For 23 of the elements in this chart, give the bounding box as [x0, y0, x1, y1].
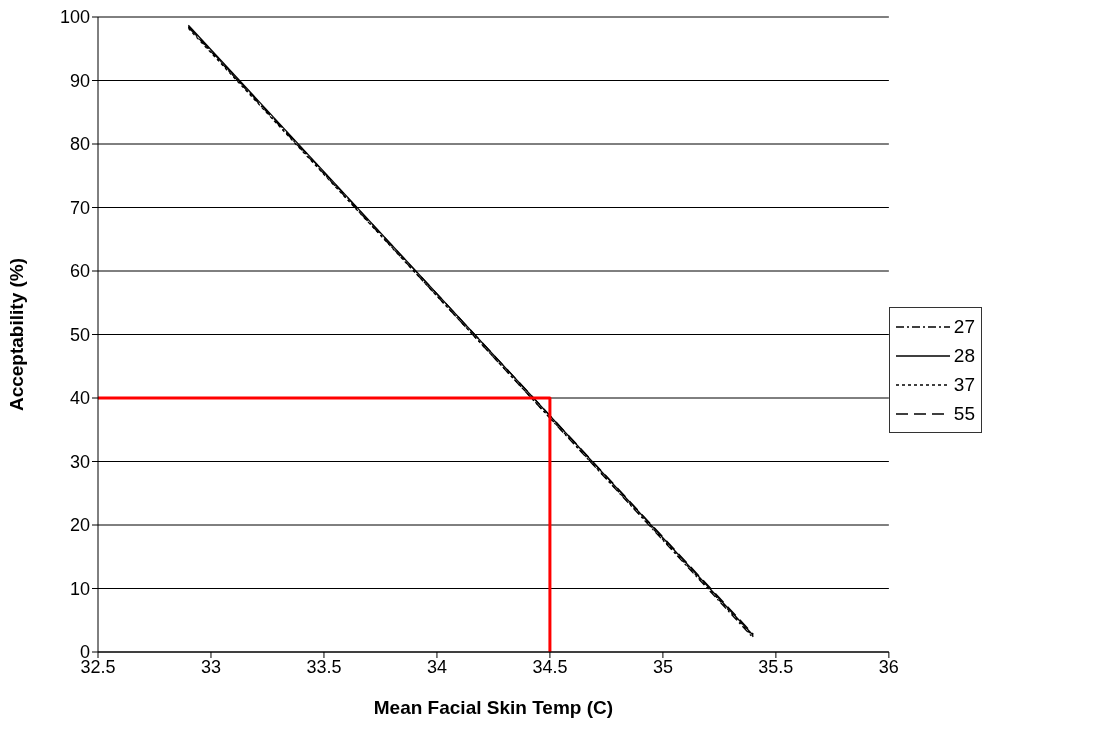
legend-label: 28	[953, 344, 975, 367]
x-tick-label: 33	[200, 656, 221, 677]
y-tick-label: 100	[59, 7, 90, 28]
legend-label: 27	[953, 315, 975, 338]
y-tick-label: 20	[69, 515, 90, 536]
x-axis-title: Mean Facial Skin Temp (C)	[373, 697, 614, 718]
y-tick-label: 10	[69, 578, 90, 599]
x-tick-label: 36	[878, 656, 899, 677]
legend-label: 55	[953, 402, 975, 425]
x-tick-label: 34.5	[532, 656, 568, 677]
x-tick-label: 35	[652, 656, 673, 677]
y-tick-label: 70	[69, 197, 90, 218]
y-tick-label: 50	[69, 324, 90, 345]
y-tick-label: 80	[69, 134, 90, 155]
legend-label: 37	[953, 373, 975, 396]
y-axis-title: Acceptability (%)	[5, 257, 27, 412]
y-tick-label: 30	[69, 451, 90, 472]
x-tick-label: 34	[426, 656, 447, 677]
x-tick-label: 35.5	[758, 656, 794, 677]
y-tick-label: 90	[69, 70, 90, 91]
x-tick-label: 33.5	[306, 656, 342, 677]
y-tick-label: 60	[69, 261, 90, 282]
y-tick-label: 40	[69, 388, 90, 409]
